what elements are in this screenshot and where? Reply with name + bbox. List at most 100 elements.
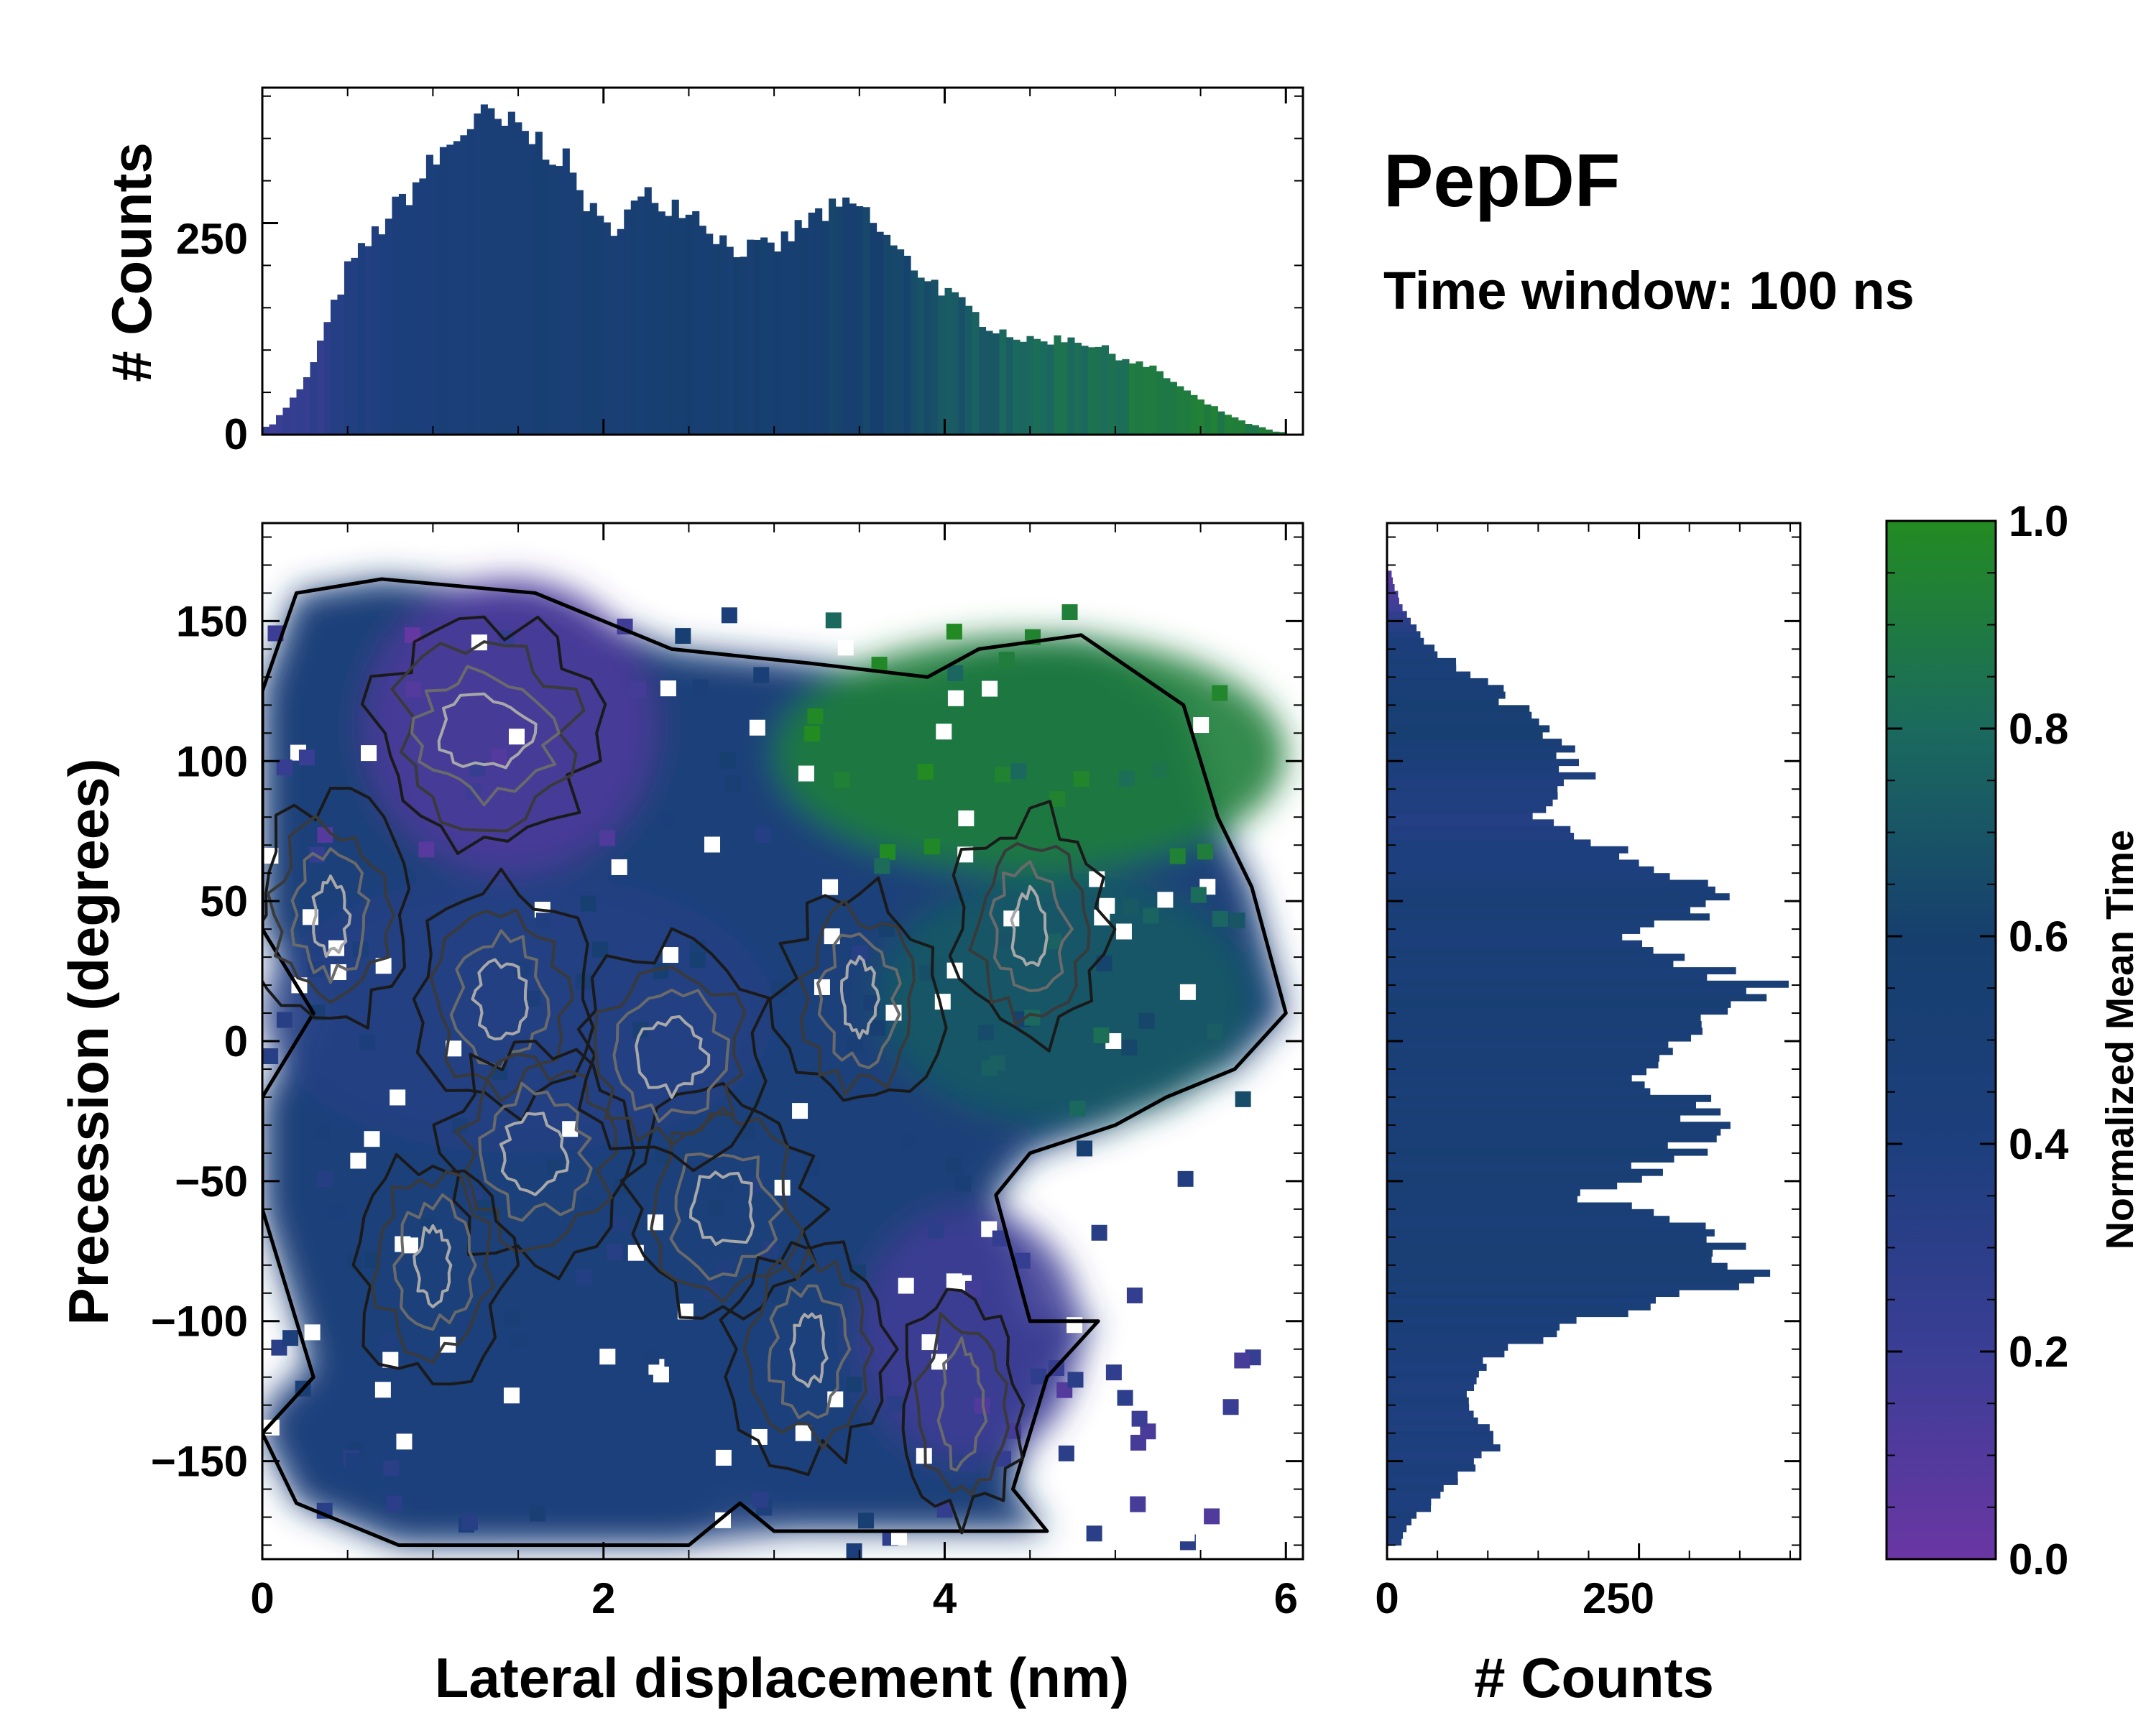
right-hist-bar <box>1387 893 1730 901</box>
heatmap-cell <box>715 1512 732 1528</box>
top-hist-bar <box>651 203 659 435</box>
top-hist-bar <box>1013 339 1021 435</box>
top-hist-bar <box>1005 337 1014 435</box>
heatmap-cell <box>871 657 888 673</box>
heatmap-cell <box>1151 762 1168 779</box>
right-hist-bar <box>1387 1196 1577 1203</box>
top-hist-bar <box>1197 399 1204 435</box>
right-hist-bar <box>1387 1162 1631 1170</box>
top-hist-bar <box>1115 360 1123 435</box>
top-hist-bar <box>801 228 809 435</box>
right-hist-bar <box>1387 792 1558 800</box>
top-hist-bar <box>767 242 775 435</box>
heatmap-cell <box>852 945 868 961</box>
right-hist-bar <box>1387 1518 1411 1526</box>
top-hist-bar <box>371 226 379 435</box>
density-contour <box>948 800 1117 1053</box>
heatmap-region <box>774 634 1286 874</box>
top-hist-bar <box>528 144 536 435</box>
top-hist-bar <box>931 279 939 435</box>
right-hist-bar <box>1387 940 1643 948</box>
heatmap-cell <box>491 749 507 765</box>
heatmap-cell <box>692 679 709 696</box>
heatmap-cell <box>1049 790 1066 807</box>
right-hist-bar <box>1387 1276 1755 1284</box>
density-contour <box>290 847 371 984</box>
heatmap-cell <box>382 1352 399 1368</box>
top-hist-bar <box>569 172 577 435</box>
heatmap-cell <box>1212 685 1228 701</box>
heatmap-cell <box>276 1012 292 1028</box>
right-hist-bar <box>1387 1209 1654 1216</box>
right-hist-bar <box>1387 719 1539 726</box>
top-hist-bar <box>296 389 304 435</box>
top-hist-bar <box>1046 344 1055 435</box>
right-hist-bar <box>1387 657 1457 665</box>
heatmap-cell <box>834 772 850 788</box>
right-hist-bar <box>1387 1417 1478 1425</box>
top-hist-bar <box>330 300 338 435</box>
heatmap-cell <box>887 1395 903 1412</box>
heatmap-cell <box>1207 1023 1223 1040</box>
top-hist-bar <box>985 331 993 435</box>
heatmap-cell <box>607 1244 623 1260</box>
right-hist-bar <box>1387 1444 1501 1452</box>
right-hist-bar <box>1387 745 1575 753</box>
heatmap-cell <box>977 1025 994 1041</box>
heatmap-cell <box>715 1449 732 1466</box>
heatmap-cell <box>1190 887 1207 903</box>
top-hist-bar <box>678 218 686 435</box>
right-hist-bar <box>1387 1404 1470 1412</box>
heatmap-cell <box>981 1060 998 1076</box>
heatmap-cell <box>704 836 721 853</box>
heatmap-cell <box>995 767 1011 783</box>
right-hist-bar <box>1387 1538 1402 1546</box>
top-hist-bar <box>788 241 796 435</box>
top-ytick-label-0: 0 <box>224 410 248 458</box>
right-hist-bar <box>1387 604 1403 611</box>
top-hist-bar <box>378 234 386 435</box>
top-hist-bar <box>821 221 829 435</box>
heatmap-cell <box>1206 1476 1222 1492</box>
top-hist-bar <box>1060 342 1069 435</box>
density-contour <box>360 615 607 855</box>
right-hist-bar <box>1387 1041 1669 1048</box>
right-hist-bar <box>1387 1256 1712 1264</box>
right-hist-bar <box>1387 1236 1707 1244</box>
main-y-axis-title: Precession (degrees) <box>57 758 120 1325</box>
top-hist-bar <box>535 131 543 435</box>
top-hist-bar <box>740 257 747 435</box>
right-hist-bar <box>1387 805 1547 813</box>
top-hist-bar <box>753 239 761 435</box>
heatmap-cell <box>1197 844 1213 860</box>
top-hist-bar <box>1279 432 1286 435</box>
top-hist-bar <box>357 243 366 435</box>
heatmap-region <box>364 578 655 874</box>
heatmap-cell <box>795 1425 811 1441</box>
heatmap-cell <box>1222 1399 1239 1415</box>
density-contour <box>688 1170 755 1247</box>
colorbar-gradient <box>1885 519 1997 1561</box>
top-hist-bar <box>1183 390 1191 435</box>
right-xtick-label-0: 0 <box>1375 1574 1399 1622</box>
top-hist-bar <box>1156 371 1164 435</box>
density-contour <box>429 908 574 1102</box>
right-hist-bar <box>1387 1222 1706 1230</box>
top-hist-bar <box>719 235 727 435</box>
density-contour <box>669 1152 784 1281</box>
right-hist-bar <box>1387 886 1715 894</box>
heatmap-cell <box>825 612 842 629</box>
right-hist-bar <box>1387 631 1421 639</box>
heatmap-cell <box>446 1040 462 1057</box>
right-hist-bar <box>1387 987 1746 995</box>
right-hist-bar <box>1387 1048 1673 1055</box>
heatmap-cell <box>390 1089 406 1106</box>
top-hist-bar <box>1101 345 1109 435</box>
heatmap-cell <box>405 681 422 698</box>
right-x-axis-title: # Counts <box>1474 1646 1714 1709</box>
right-hist-bar <box>1387 1108 1721 1116</box>
right-hist-bar <box>1387 1122 1731 1129</box>
right-hist-bar <box>1387 731 1543 739</box>
heatmap-cell <box>415 1494 432 1511</box>
density-contour <box>351 1152 520 1386</box>
